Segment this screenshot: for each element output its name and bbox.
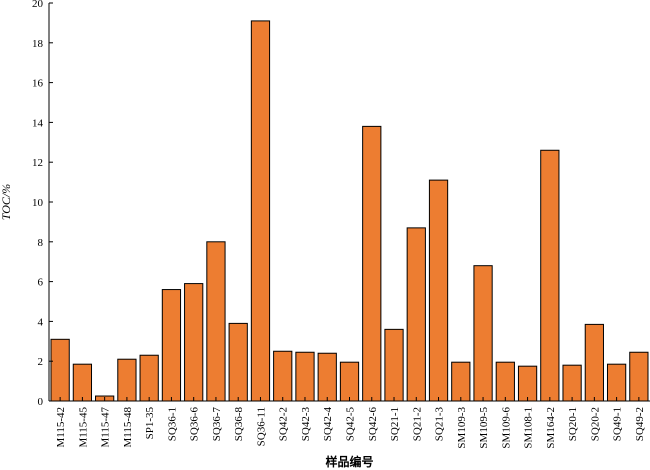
bar-sq49-1 (606, 363, 627, 402)
y-axis-title: TOC/% (0, 184, 13, 220)
bar-sq36-1 (161, 289, 182, 402)
x-tick-label: SQ36-11 (255, 407, 267, 446)
bar-sm109-3 (451, 361, 471, 402)
x-tick-label: SQ21-3 (434, 407, 446, 442)
bar-sq49-2 (629, 351, 649, 402)
x-tick-label: SM164-2 (545, 407, 557, 449)
y-axis-ticks: 0 2 4 6 8 10 12 14 16 18 20 (32, 0, 53, 408)
x-tick-label: SQ42-5 (345, 407, 357, 442)
x-tick-label: SQ36-7 (211, 407, 223, 442)
x-tick-label: SM109-6 (500, 407, 512, 449)
x-tick-label: SQ36-1 (166, 407, 178, 441)
y-tick-label: 10 (32, 197, 44, 209)
bar-sm164-2 (540, 149, 560, 402)
bar-sq42-5 (339, 361, 360, 402)
y-tick-label: 6 (38, 277, 44, 289)
x-tick-label: M115-45 (77, 407, 89, 448)
x-tick-label: SQ20-2 (589, 407, 601, 441)
bar-sq42-3 (295, 351, 315, 402)
y-tick-label: 2 (38, 356, 44, 368)
bars-group (50, 20, 649, 402)
x-tick-label: SQ49-1 (612, 407, 624, 441)
x-tick-label: SM108-1 (523, 407, 535, 449)
bar-sq42-4 (317, 352, 337, 402)
bar-sq36-6 (184, 283, 204, 402)
x-tick-label: SP1-35 (144, 407, 156, 440)
x-tick-label: SM109-5 (478, 407, 490, 449)
x-tick-label: M115-42 (55, 407, 67, 448)
y-tick-label: 20 (32, 0, 44, 10)
x-axis-ticks: M115-42 M115-45 M115-47 M115-48 SP1-35 SQ36-1… (55, 397, 646, 449)
x-tick-label: SQ42-2 (278, 407, 290, 441)
bar-m115-45 (72, 363, 93, 402)
x-tick-label: SQ42-6 (367, 407, 379, 442)
y-tick-label: 12 (32, 157, 43, 169)
x-tick-label: SQ21-2 (411, 407, 423, 441)
x-tick-label: SQ42-4 (322, 407, 334, 442)
x-tick-label: M115-48 (122, 407, 134, 448)
bar-sq21-2 (406, 227, 426, 402)
y-tick-label: 16 (32, 78, 44, 90)
y-tick-label: 8 (38, 237, 44, 249)
bar-sm108-1 (517, 365, 538, 402)
y-tick-label: 4 (38, 316, 44, 328)
bar-sq20-2 (584, 323, 604, 402)
y-tick-label: 0 (38, 396, 44, 408)
x-tick-label: SM109-3 (456, 407, 468, 449)
x-axis-title: 样品编号 (325, 454, 373, 469)
x-tick-label: SQ42-3 (300, 407, 312, 442)
x-tick-label: M115-47 (100, 407, 112, 448)
bar-sq36-11 (250, 20, 271, 402)
bar-sq21-1 (384, 328, 404, 402)
x-tick-label: SQ20-1 (567, 407, 579, 441)
bar-sm109-6 (495, 361, 515, 402)
x-tick-label: SQ21-1 (389, 407, 401, 441)
bar-m115-48 (117, 358, 137, 402)
bar-sm109-5 (473, 265, 493, 402)
x-tick-label: SQ36-8 (233, 407, 245, 442)
bar-sq20-1 (562, 364, 582, 402)
bar-m115-42 (50, 338, 70, 402)
bar-sq21-3 (428, 179, 449, 402)
bar-sq36-8 (228, 322, 248, 402)
y-tick-label: 14 (32, 117, 44, 129)
x-tick-label: SQ49-2 (634, 407, 646, 441)
bar-sq36-7 (206, 241, 226, 402)
bar-sq42-6 (362, 125, 382, 402)
bar-sq42-2 (273, 350, 293, 402)
bar-sp1-35 (139, 354, 159, 402)
y-tick-label: 18 (32, 38, 44, 50)
x-tick-label: SQ36-6 (189, 407, 201, 442)
